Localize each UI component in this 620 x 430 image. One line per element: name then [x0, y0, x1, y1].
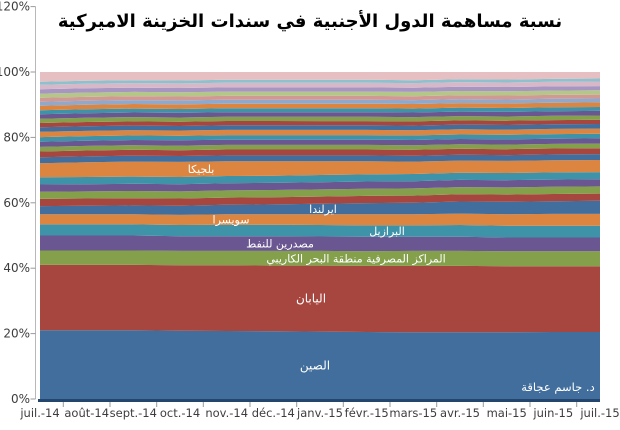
area-band-light-blue [40, 98, 600, 106]
y-axis-label: 0% [11, 392, 30, 406]
x-axis-label: déc.-14 [252, 406, 295, 420]
chart-title: نسبة مساهمة الدول الأجنبية في سندات الخز… [57, 11, 563, 32]
series-label-ireland: ايرلندا [309, 203, 337, 216]
area-band-blue-4 [40, 124, 600, 132]
area-belgium [40, 160, 600, 178]
x-axis-label: avr.-15 [440, 406, 480, 420]
area-band-teal-4 [40, 107, 600, 115]
y-axis-label: 40% [3, 261, 30, 275]
area-switzerland [40, 213, 600, 226]
area-band-salmon [40, 94, 600, 102]
x-axis-label: août-14 [64, 406, 109, 420]
area-band-green-2 [40, 186, 600, 199]
y-axis-label: 20% [3, 327, 30, 341]
area-caribbean-banking-centers [40, 250, 600, 267]
y-axis-label: 120% [0, 0, 30, 14]
area-band-pale-pink [40, 81, 600, 90]
series-label-switzerland: سويسرا [213, 214, 250, 227]
series-label-japan: اليابان [296, 292, 326, 306]
area-band-purple-4 [40, 110, 600, 119]
area-band-red-3 [40, 148, 600, 158]
x-axis-label: sept.-14 [110, 406, 157, 420]
area-band-blue-3 [40, 154, 600, 164]
x-axis-label: nov.-14 [205, 406, 248, 420]
attribution-text: د. جاسم عجاقة [521, 380, 595, 394]
area-band-red-4 [40, 119, 600, 128]
area-band-green-4 [40, 115, 600, 123]
area-oil-exporters [40, 235, 600, 252]
x-axis-label: mars-15 [389, 406, 437, 420]
series-label-belgium: بلجيكا [188, 163, 215, 176]
area-band-light-green [40, 90, 600, 98]
x-axis-label: mai-15 [487, 406, 527, 420]
x-axis-label: janv.-15 [296, 406, 343, 420]
area-band-teal-2 [40, 172, 600, 185]
area-china [40, 330, 600, 399]
x-axis-label: juin-15 [532, 406, 573, 420]
area-band-lavender [40, 86, 600, 94]
area-band-red-2 [40, 193, 600, 207]
series-label-brazil: البرازيل [369, 225, 405, 238]
series-label-china: الصين [300, 358, 330, 373]
y-axis-label: 80% [3, 130, 30, 144]
area-band-orange-4 [40, 102, 600, 111]
series-label-caribbean-banking-centers: المراكز المصرفية منطقة البحر الكاريبي [266, 253, 445, 266]
area-band-green-3 [40, 143, 600, 152]
area-band-purple-3 [40, 138, 600, 147]
x-axis-label: oct.-14 [160, 406, 200, 420]
y-axis-label: 60% [3, 196, 30, 210]
area-band-orange-3 [40, 128, 600, 138]
area-band-rose-top [40, 72, 600, 82]
area-japan [40, 264, 600, 333]
y-axis-label: 100% [0, 65, 30, 79]
area-band-teal-3 [40, 133, 600, 142]
area-band-light-teal [40, 78, 600, 85]
x-axis-label: juil.-15 [579, 406, 619, 420]
area-ireland [40, 200, 600, 215]
x-axis-label: févr.-15 [345, 406, 389, 420]
area-brazil [40, 224, 600, 238]
series-label-oil-exporters: مصدرين للنفط [246, 238, 314, 251]
x-axis-label: juil.-14 [19, 406, 59, 420]
area-band-purple-2 [40, 179, 600, 192]
